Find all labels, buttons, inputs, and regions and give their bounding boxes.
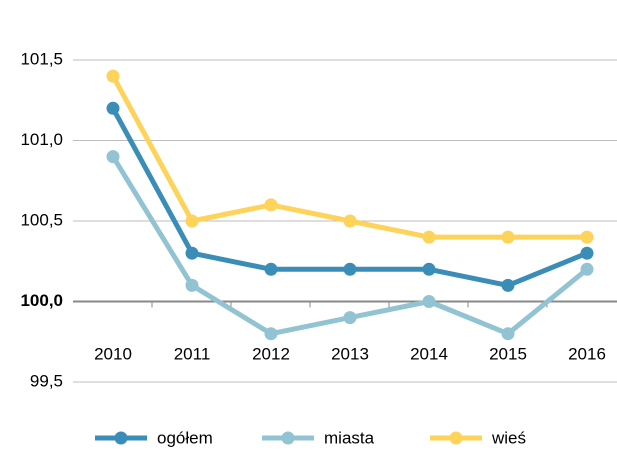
- x-tick-label: 2014: [410, 344, 448, 363]
- point: [106, 101, 120, 115]
- legend-marker: [449, 431, 463, 445]
- point: [501, 327, 515, 341]
- legend-marker: [114, 431, 128, 445]
- point: [106, 69, 120, 83]
- legend-marker: [281, 431, 295, 445]
- series-line: [110, 155, 589, 337]
- point: [422, 262, 436, 276]
- point: [264, 262, 278, 276]
- legend-label: ogółem: [157, 428, 213, 447]
- y-tick-label: 100,0: [20, 291, 63, 310]
- series-line: [110, 107, 588, 288]
- y-tick-label: 99,5: [30, 371, 63, 390]
- point: [580, 246, 594, 260]
- point: [501, 278, 515, 292]
- series-line: [110, 74, 587, 240]
- x-tick-label: 2016: [568, 344, 606, 363]
- y-tick-label: 100,5: [20, 210, 63, 229]
- x-tick-label: 2015: [489, 344, 527, 363]
- legend-label: miasta: [324, 428, 375, 447]
- point: [185, 246, 199, 260]
- point: [343, 262, 357, 276]
- point: [580, 262, 594, 276]
- point: [264, 327, 278, 341]
- point: [580, 230, 594, 244]
- point: [343, 214, 357, 228]
- point: [264, 198, 278, 212]
- point: [501, 230, 515, 244]
- point: [422, 230, 436, 244]
- point: [106, 150, 120, 164]
- x-tick-label: 2013: [331, 344, 369, 363]
- point: [343, 311, 357, 325]
- x-tick-label: 2011: [174, 344, 211, 363]
- x-tick-label: 2012: [252, 344, 290, 363]
- point: [185, 278, 199, 292]
- x-tick-label: 2010: [94, 344, 132, 363]
- point: [185, 214, 199, 228]
- point: [422, 295, 436, 308]
- y-tick-label: 101,5: [20, 49, 63, 68]
- y-tick-label: 101,0: [20, 130, 63, 149]
- legend-label: wieś: [491, 428, 526, 447]
